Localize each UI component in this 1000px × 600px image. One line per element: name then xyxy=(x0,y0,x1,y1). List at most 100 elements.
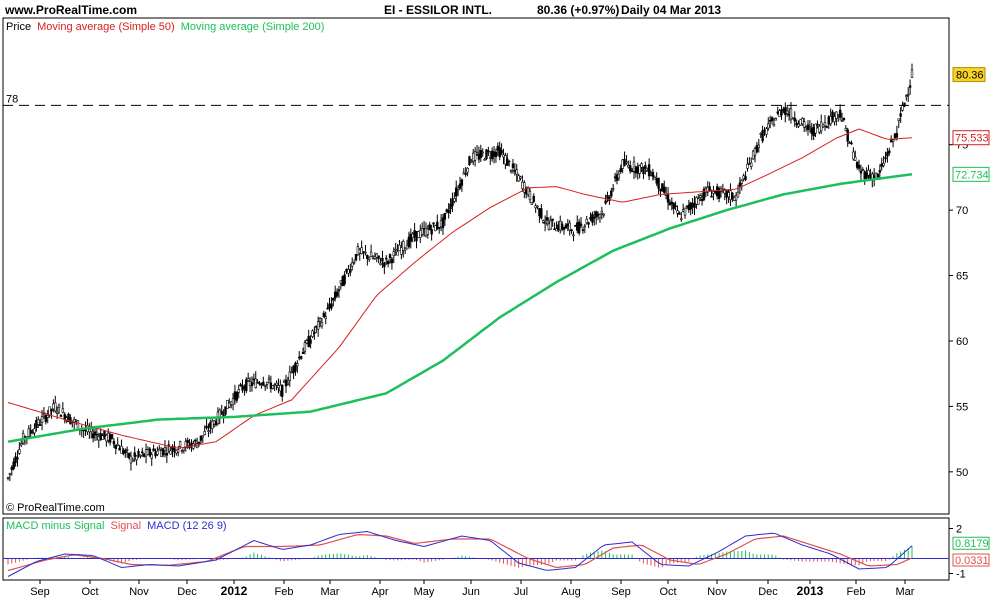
price-candle-body xyxy=(396,251,399,256)
price-candle-body xyxy=(107,432,110,441)
price-candle-body xyxy=(778,110,781,117)
price-candle-body xyxy=(681,209,685,212)
price-candle-body xyxy=(517,175,520,182)
price-candle-body xyxy=(617,173,621,179)
price-candle-body xyxy=(642,167,645,175)
price-candle-body xyxy=(780,109,783,116)
price-candle-body xyxy=(248,381,252,387)
price-candle-body xyxy=(829,116,832,125)
price-candle-body xyxy=(294,362,297,372)
price-candle-body xyxy=(286,382,290,385)
price-candle-body xyxy=(152,448,155,452)
price-candle-body xyxy=(852,151,855,160)
price-candle-body xyxy=(610,190,613,197)
price-candle-body xyxy=(129,455,133,464)
x-tick-label: Jun xyxy=(462,586,480,598)
price-candle-body xyxy=(693,202,696,208)
price-candle-body xyxy=(245,379,248,392)
price-candle-body xyxy=(379,262,382,265)
price-candle-body xyxy=(201,435,204,438)
price-y-tick-label: 60 xyxy=(956,336,968,348)
price-candle-body xyxy=(475,152,479,155)
price-candle-body xyxy=(18,449,21,454)
price-candle-body xyxy=(146,449,150,455)
price-candle-body xyxy=(264,384,267,387)
price-candle-body xyxy=(542,220,545,223)
price-candle-body xyxy=(281,384,284,397)
price-candle-body xyxy=(318,318,322,322)
price-candle-body xyxy=(700,198,704,202)
price-candle-body xyxy=(627,164,630,168)
price-candle-body xyxy=(647,164,651,177)
price-candle-body xyxy=(279,384,282,392)
price-candle-body xyxy=(644,165,647,169)
price-candle-body xyxy=(593,216,596,219)
price-candle-body xyxy=(740,179,743,184)
price-candle-body xyxy=(827,116,830,125)
price-candle-body xyxy=(844,128,848,132)
price-candle-body xyxy=(559,220,562,231)
price-candle-body xyxy=(528,191,532,201)
price-candle-body xyxy=(141,451,144,454)
price-candle-body xyxy=(837,114,840,116)
x-tick-label: Mar xyxy=(896,586,915,598)
price-candle-body xyxy=(97,436,100,441)
price-candle-body xyxy=(394,248,397,251)
price-candle-body xyxy=(649,173,653,176)
price-candle-body xyxy=(127,452,131,459)
price-candle-body xyxy=(691,203,694,207)
price-candle-body xyxy=(492,151,496,157)
price-candle-body xyxy=(351,262,354,267)
price-candle-body xyxy=(369,251,373,258)
price-candle-body xyxy=(848,142,851,144)
legend-ma200: Moving average (Simple 200) xyxy=(181,21,325,33)
price-candle-body xyxy=(436,221,439,230)
price-candle-body xyxy=(403,247,407,251)
price-candle-body xyxy=(458,183,462,189)
price-candle-body xyxy=(243,386,246,389)
price-candle-body xyxy=(241,385,244,391)
x-tick-label: Mar xyxy=(321,586,340,598)
price-candle-body xyxy=(744,176,747,180)
price-y-tick-label: 65 xyxy=(956,271,968,283)
price-candle-body xyxy=(159,450,163,457)
price-candle-body xyxy=(638,165,641,174)
svg-text:80.36: 80.36 xyxy=(956,70,984,82)
price-candle-body xyxy=(133,452,136,457)
price-candle-body xyxy=(392,251,396,257)
price-y-tick-label: 70 xyxy=(956,205,968,217)
price-candle-body xyxy=(451,198,454,207)
price-candle-body xyxy=(685,205,689,208)
price-candle-body xyxy=(479,150,483,158)
x-tick-label: Dec xyxy=(177,586,197,598)
price-candle-body xyxy=(515,169,518,175)
price-candle-body xyxy=(808,125,812,128)
price-candle-body xyxy=(105,435,108,442)
ma200-badge: 72.734 xyxy=(952,166,990,182)
price-candle-body xyxy=(540,208,543,219)
price-candle-body xyxy=(59,414,63,417)
price-candle-body xyxy=(462,172,465,175)
price-candle-body xyxy=(473,151,477,161)
price-candle-body xyxy=(48,406,51,416)
price-candle-body xyxy=(490,150,494,160)
price-candle-body xyxy=(33,428,36,434)
price-candle-body xyxy=(498,147,501,158)
x-tick-label: Apr xyxy=(371,586,388,598)
price-candle-body xyxy=(653,176,656,180)
price-candle-body xyxy=(803,121,806,128)
price-candle-body xyxy=(38,424,42,426)
price-candle-body xyxy=(761,130,764,142)
price-candle-body xyxy=(163,447,167,451)
price-candle-body xyxy=(55,411,59,414)
price-candle-body xyxy=(842,118,846,120)
price-candle-body xyxy=(277,385,280,389)
x-tick-label: Jul xyxy=(514,586,528,598)
price-candle-body xyxy=(519,176,522,179)
price-candle-body xyxy=(572,234,575,237)
price-candle-body xyxy=(362,251,365,253)
price-candle-body xyxy=(324,316,327,319)
price-candle-body xyxy=(882,163,885,166)
price-candle-body xyxy=(161,448,165,456)
x-tick-label: Nov xyxy=(129,586,149,598)
